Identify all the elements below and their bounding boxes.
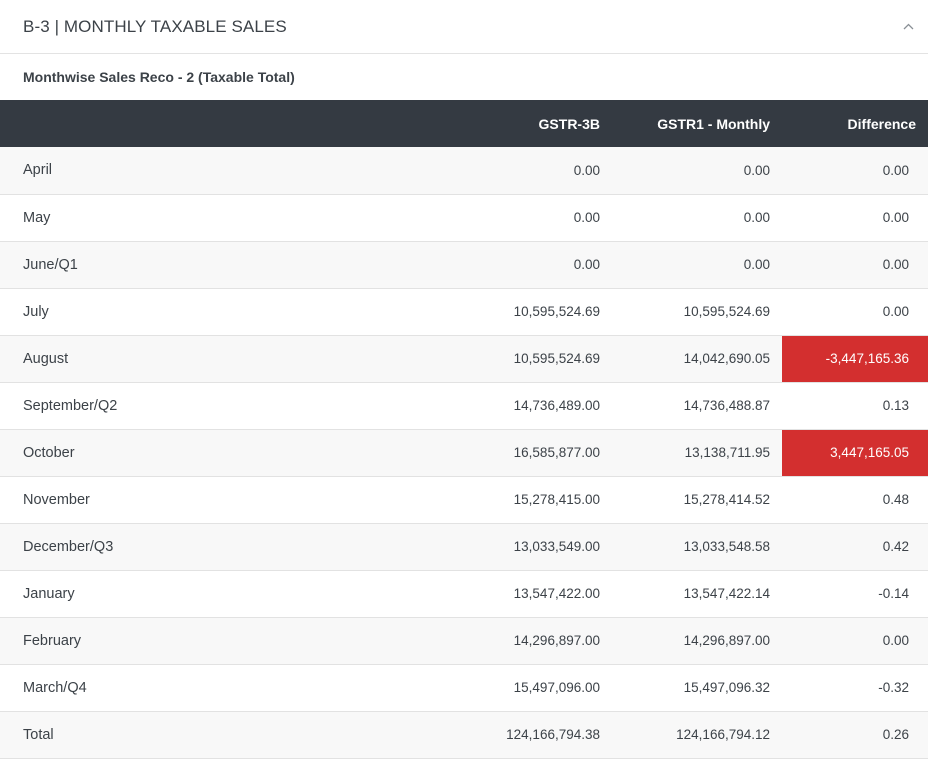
table-row: September/Q2 14,736,489.00 14,736,488.87 0.… [0, 382, 928, 429]
table-row: May 0.00 0.00 0.00 [0, 194, 928, 241]
table-row: August 10,595,524.69 14,042,690.05 -3,447,1… [0, 335, 928, 382]
table-row: March/Q4 15,497,096.00 15,497,096.32 -0.32 [0, 664, 928, 711]
table-row: April 0.00 0.00 0.00 [0, 147, 928, 194]
gstr3b-value: 15,278,415.00 [513, 492, 600, 507]
table-body: April 0.00 0.00 0.00 May 0.00 0.00 0.00 June/Q1 0… [0, 147, 928, 758]
chevron-up-icon[interactable] [902, 21, 914, 33]
gstr1-value: 13,547,422.14 [683, 586, 770, 601]
gstr3b-value: 0.00 [573, 257, 600, 272]
table-row: June/Q1 0.00 0.00 0.00 [0, 241, 928, 288]
column-header-gstr3b: GSTR-3B [538, 115, 600, 132]
month-cell: April [23, 162, 53, 179]
month-cell: August [23, 350, 69, 367]
column-header-gstr1-monthly: GSTR1 - Monthly [657, 115, 770, 132]
table-row: January 13,547,422.00 13,547,422.14 -0.14 [0, 570, 928, 617]
table-header: GSTR-3B GSTR1 - Monthly Difference [0, 100, 928, 147]
month-cell: June/Q1 [23, 256, 78, 273]
gstr3b-value: 16,585,877.00 [513, 445, 600, 460]
gstr1-value: 13,033,548.58 [683, 539, 770, 554]
subsection-title: Monthwise Sales Reco - 2 (Taxable Total) [23, 69, 295, 85]
difference-value: -3,447,165.36 [782, 335, 928, 382]
gstr1-value: 10,595,524.69 [683, 304, 770, 319]
difference-value: 0.13 [882, 398, 909, 413]
difference-value: 0.42 [882, 539, 909, 554]
month-cell: November [23, 491, 90, 508]
column-header-month [0, 100, 400, 147]
gstr1-value: 0.00 [743, 210, 770, 225]
difference-value: 0.00 [882, 162, 909, 178]
gstr1-value: 13,138,711.95 [684, 445, 770, 460]
gstr1-value: 0.00 [743, 162, 770, 178]
gstr3b-value: 0.00 [573, 162, 600, 178]
gstr3b-value: 13,547,422.00 [513, 586, 600, 601]
month-cell: March/Q4 [23, 679, 87, 696]
gstr3b-value: 10,595,524.69 [513, 351, 600, 366]
month-cell: January [23, 585, 75, 602]
column-header-difference: Difference [847, 115, 916, 132]
month-cell: February [23, 632, 82, 649]
table-row: November 15,278,415.00 15,278,414.52 0.48 [0, 476, 928, 523]
gstr3b-value: 14,296,897.00 [513, 633, 600, 648]
table-row: Total 124,166,794.38 124,166,794.12 0.26 [0, 711, 928, 758]
section-title: B-3 | MONTHLY TAXABLE SALES [23, 16, 287, 36]
table-row: December/Q3 13,033,549.00 13,033,548.58 0.4… [0, 523, 928, 570]
month-cell: May [23, 209, 51, 226]
difference-value: 0.48 [882, 492, 909, 507]
gstr1-value: 15,278,414.52 [683, 492, 770, 507]
table-row: February 14,296,897.00 14,296,897.00 0.00 [0, 617, 928, 664]
gstr3b-value: 124,166,794.38 [506, 727, 600, 742]
section-header[interactable]: B-3 | MONTHLY TAXABLE SALES [0, 0, 928, 54]
gstr1-value: 14,736,488.87 [683, 398, 770, 413]
difference-value: 0.00 [882, 304, 909, 319]
difference-value: 0.00 [882, 257, 909, 272]
gstr3b-value: 14,736,489.00 [513, 398, 600, 413]
gstr1-value: 14,042,690.05 [683, 351, 770, 366]
difference-value: -0.32 [878, 680, 909, 695]
difference-value: 0.26 [882, 727, 909, 742]
gstr3b-value: 15,497,096.00 [513, 680, 600, 695]
table-header-row: GSTR-3B GSTR1 - Monthly Difference [0, 100, 928, 147]
sales-reco-table: GSTR-3B GSTR1 - Monthly Difference April… [0, 100, 928, 759]
month-cell: October [23, 444, 75, 461]
gstr3b-value: 10,595,524.69 [513, 304, 600, 319]
difference-value: 0.00 [882, 210, 909, 225]
month-cell: September/Q2 [23, 397, 118, 414]
gstr3b-value: 13,033,549.00 [513, 539, 600, 554]
gstr1-value: 124,166,794.12 [676, 727, 770, 742]
gstr1-value: 15,497,096.32 [683, 680, 770, 695]
difference-value: 0.00 [882, 633, 909, 648]
table-row: October 16,585,877.00 13,138,711.95 3,447,1… [0, 429, 928, 476]
table-row: July 10,595,524.69 10,595,524.69 0.00 [0, 288, 928, 335]
gstr3b-value: 0.00 [573, 210, 600, 225]
difference-value: 3,447,165.05 [782, 429, 928, 476]
gstr1-value: 0.00 [743, 257, 770, 272]
month-cell: July [23, 303, 49, 320]
month-cell: Total [23, 726, 54, 743]
month-cell: December/Q3 [23, 538, 114, 555]
gstr1-value: 14,296,897.00 [683, 633, 770, 648]
difference-value: -0.14 [878, 586, 909, 601]
